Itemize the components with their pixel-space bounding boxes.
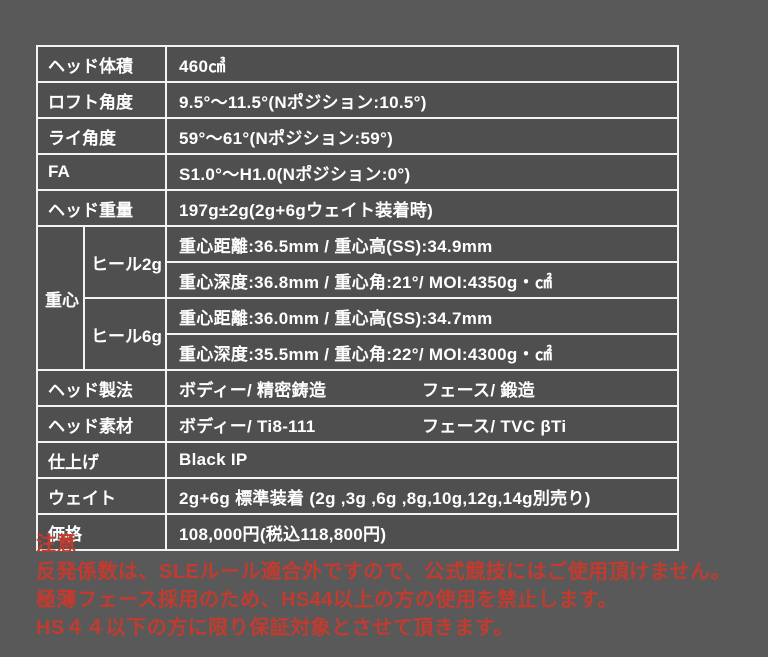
spec-value: 59°〜61°(Nポジション:59°) xyxy=(165,117,679,155)
spec-label: ウェイト xyxy=(36,477,167,515)
spec-label: ヘッド重量 xyxy=(36,189,167,227)
spec-value: ボディー/ 精密鋳造 フェース/ 鍛造 xyxy=(165,369,679,407)
row-cog-heel6g-line1: ヒール6g 重心距離:36.0mm / 重心高(SS):34.7mm xyxy=(37,297,679,371)
spec-value: ボディー/ Ti8-111 フェース/ TVC βTi xyxy=(165,405,679,443)
spec-label: 価格 xyxy=(36,513,167,551)
row-head-volume: ヘッド体積 460㎤ xyxy=(36,45,679,83)
spec-label: ロフト角度 xyxy=(36,81,167,119)
row-price: 価格 108,000円(税込118,800円) xyxy=(36,513,679,551)
spec-value: 重心距離:36.5mm / 重心高(SS):34.9mm xyxy=(165,225,679,263)
cog-label: 重心 xyxy=(36,225,85,371)
row-cog-heel2g-line2: 重心深度:36.8mm / 重心角:21°/ MOI:4350g・㎠ xyxy=(37,261,679,299)
spec-value: 197g±2g(2g+6gウェイト装着時) xyxy=(165,189,679,227)
row-cog-heel2g-line1: 重心 ヒール2g 重心距離:36.5mm / 重心高(SS):34.9mm xyxy=(36,225,679,371)
spec-value: 重心深度:35.5mm / 重心角:22°/ MOI:4300g・㎠ xyxy=(165,333,679,371)
warning-line: 極薄フェース採用のため、HS44以上の方の使用を禁止します。 xyxy=(36,589,619,611)
spec-value: S1.0°〜H1.0(Nポジション:0°) xyxy=(165,153,679,191)
row-lie-angle: ライ角度 59°〜61°(Nポジション:59°) xyxy=(36,117,679,155)
row-head-weight: ヘッド重量 197g±2g(2g+6gウェイト装着時) xyxy=(36,189,679,227)
cog-sub-label-heel2g: ヒール2g xyxy=(83,225,167,299)
spec-value: 460㎤ xyxy=(165,45,679,83)
row-weights: ウェイト 2g+6g 標準装着 (2g ,3g ,6g ,8g,10g,12g,… xyxy=(36,477,679,515)
row-cog-heel6g-line2: 重心深度:35.5mm / 重心角:22°/ MOI:4300g・㎠ xyxy=(37,333,679,371)
spec-label: ヘッド素材 xyxy=(36,405,167,443)
cog-sub-label-heel6g: ヒール6g xyxy=(83,297,167,371)
warning-line: HS４４以下の方に限り保証対象とさせて頂きます。 xyxy=(36,617,514,639)
construction-body: ボディー/ 精密鋳造 xyxy=(179,380,327,400)
spec-label: FA xyxy=(36,153,167,191)
warning-notes: 注意 反発係数は、SLEルール適合外ですので、公式競技にはご使用頂けません。 極… xyxy=(36,530,731,642)
spec-value: Black IP xyxy=(165,441,679,479)
spec-label: ヘッド体積 xyxy=(36,45,167,83)
spec-value: 2g+6g 標準装着 (2g ,3g ,6g ,8g,10g,12g,14g別売… xyxy=(165,477,679,515)
spec-table: ヘッド体積 460㎤ ロフト角度 9.5°〜11.5°(Nポジション:10.5°… xyxy=(36,45,679,551)
material-face: フェース/ TVC βTi xyxy=(422,416,567,436)
row-construction: ヘッド製法 ボディー/ 精密鋳造 フェース/ 鍛造 xyxy=(36,369,679,407)
warning-title: 注意 xyxy=(36,533,77,555)
row-finish: 仕上げ Black IP xyxy=(36,441,679,479)
spec-label: 仕上げ xyxy=(36,441,167,479)
spec-label: ライ角度 xyxy=(36,117,167,155)
spec-value: 重心深度:36.8mm / 重心角:21°/ MOI:4350g・㎠ xyxy=(165,261,679,299)
row-loft-angle: ロフト角度 9.5°〜11.5°(Nポジション:10.5°) xyxy=(36,81,679,119)
row-face-angle: FA S1.0°〜H1.0(Nポジション:0°) xyxy=(36,153,679,191)
spec-value: 9.5°〜11.5°(Nポジション:10.5°) xyxy=(165,81,679,119)
warning-line: 反発係数は、SLEルール適合外ですので、公式競技にはご使用頂けません。 xyxy=(36,561,731,583)
material-body: ボディー/ Ti8-111 xyxy=(179,416,316,436)
spec-value: 108,000円(税込118,800円) xyxy=(165,513,679,551)
spec-label: ヘッド製法 xyxy=(36,369,167,407)
spec-value: 重心距離:36.0mm / 重心高(SS):34.7mm xyxy=(165,297,679,335)
construction-face: フェース/ 鍛造 xyxy=(422,380,535,400)
row-material: ヘッド素材 ボディー/ Ti8-111 フェース/ TVC βTi xyxy=(36,405,679,443)
